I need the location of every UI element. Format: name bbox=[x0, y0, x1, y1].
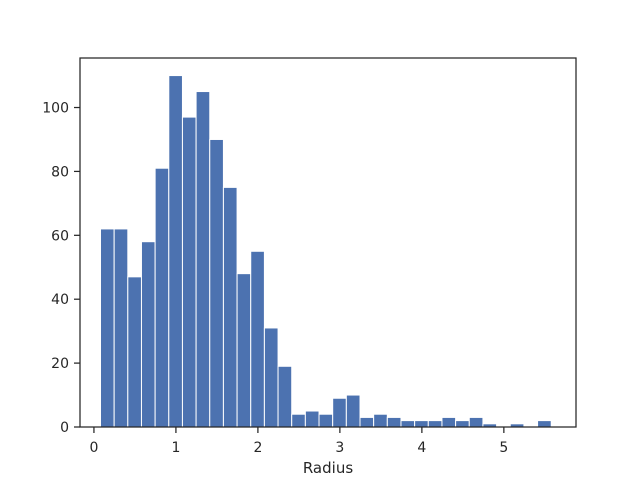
histogram-bar bbox=[250, 250, 265, 428]
y-tick-label: 40 bbox=[51, 292, 69, 308]
histogram-bar bbox=[168, 75, 183, 428]
histogram-bar bbox=[468, 416, 484, 428]
histogram-bar bbox=[441, 416, 457, 428]
histogram-bar bbox=[236, 273, 252, 428]
histogram-bar bbox=[427, 420, 443, 428]
histogram-bar bbox=[455, 420, 470, 428]
histogram-bar bbox=[127, 276, 142, 428]
histogram-bar bbox=[359, 416, 375, 428]
histogram-bar bbox=[277, 365, 293, 428]
histogram-bar bbox=[222, 186, 238, 428]
histogram-bar bbox=[373, 413, 388, 428]
x-tick-label: 2 bbox=[253, 440, 262, 456]
histogram-bar bbox=[100, 228, 115, 428]
histogram-bar bbox=[195, 91, 211, 428]
y-tick-label: 0 bbox=[60, 420, 69, 436]
x-tick-label: 5 bbox=[499, 440, 508, 456]
y-tick-label: 20 bbox=[51, 356, 69, 372]
histogram-bar bbox=[345, 394, 361, 428]
histogram-bar bbox=[181, 116, 197, 428]
y-tick-label: 100 bbox=[42, 101, 69, 117]
x-tick-label: 0 bbox=[89, 440, 98, 456]
x-tick-label: 4 bbox=[417, 440, 426, 456]
histogram-bar bbox=[263, 327, 279, 428]
histogram-bar bbox=[209, 138, 224, 428]
x-axis-ticks: 0 1 2 3 4 5 bbox=[89, 427, 508, 456]
histogram-bar bbox=[414, 420, 429, 428]
x-axis-label: Radius bbox=[303, 459, 353, 477]
y-axis-ticks: 0 20 40 60 80 100 bbox=[42, 101, 80, 436]
x-tick-label: 3 bbox=[335, 440, 344, 456]
histogram-bar bbox=[386, 416, 402, 428]
histogram-bars bbox=[100, 75, 552, 428]
histogram-bar bbox=[140, 241, 156, 428]
histogram-bar bbox=[113, 228, 129, 428]
histogram-bar bbox=[304, 410, 320, 428]
y-tick-label: 80 bbox=[51, 164, 69, 180]
plot-frame bbox=[79, 57, 577, 428]
histogram-bar bbox=[154, 167, 170, 428]
x-tick-label: 1 bbox=[171, 440, 180, 456]
histogram-bar bbox=[291, 413, 306, 428]
histogram-bar bbox=[318, 413, 334, 428]
histogram-bar bbox=[400, 420, 416, 428]
histogram-bar bbox=[537, 420, 552, 428]
y-tick-label: 60 bbox=[51, 228, 69, 244]
histogram-bar bbox=[332, 397, 347, 428]
